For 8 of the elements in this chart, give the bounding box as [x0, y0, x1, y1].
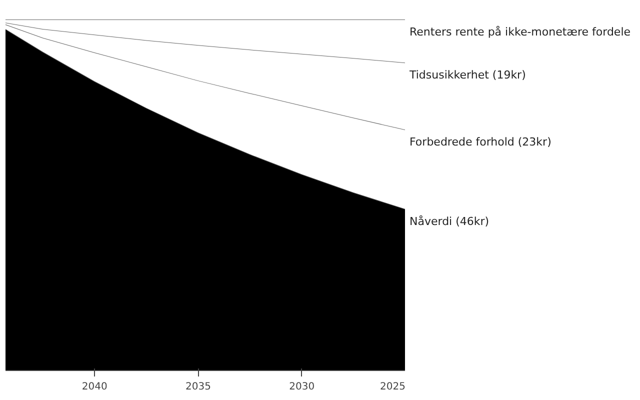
series-label: Renters rente på ikke-monetære fordele: [410, 26, 631, 38]
series-label: Tidsusikkerhet (19kr): [408, 68, 526, 82]
series-label: Forbedrede forhold (23kr): [410, 136, 552, 149]
x-tick-label: 2035: [186, 382, 211, 392]
x-tick-label: 2025: [380, 382, 406, 392]
series-label: Nåverdi (46kr): [410, 215, 490, 228]
x-tick-label: 2040: [82, 382, 108, 392]
x-tick-label: 2030: [289, 382, 315, 392]
